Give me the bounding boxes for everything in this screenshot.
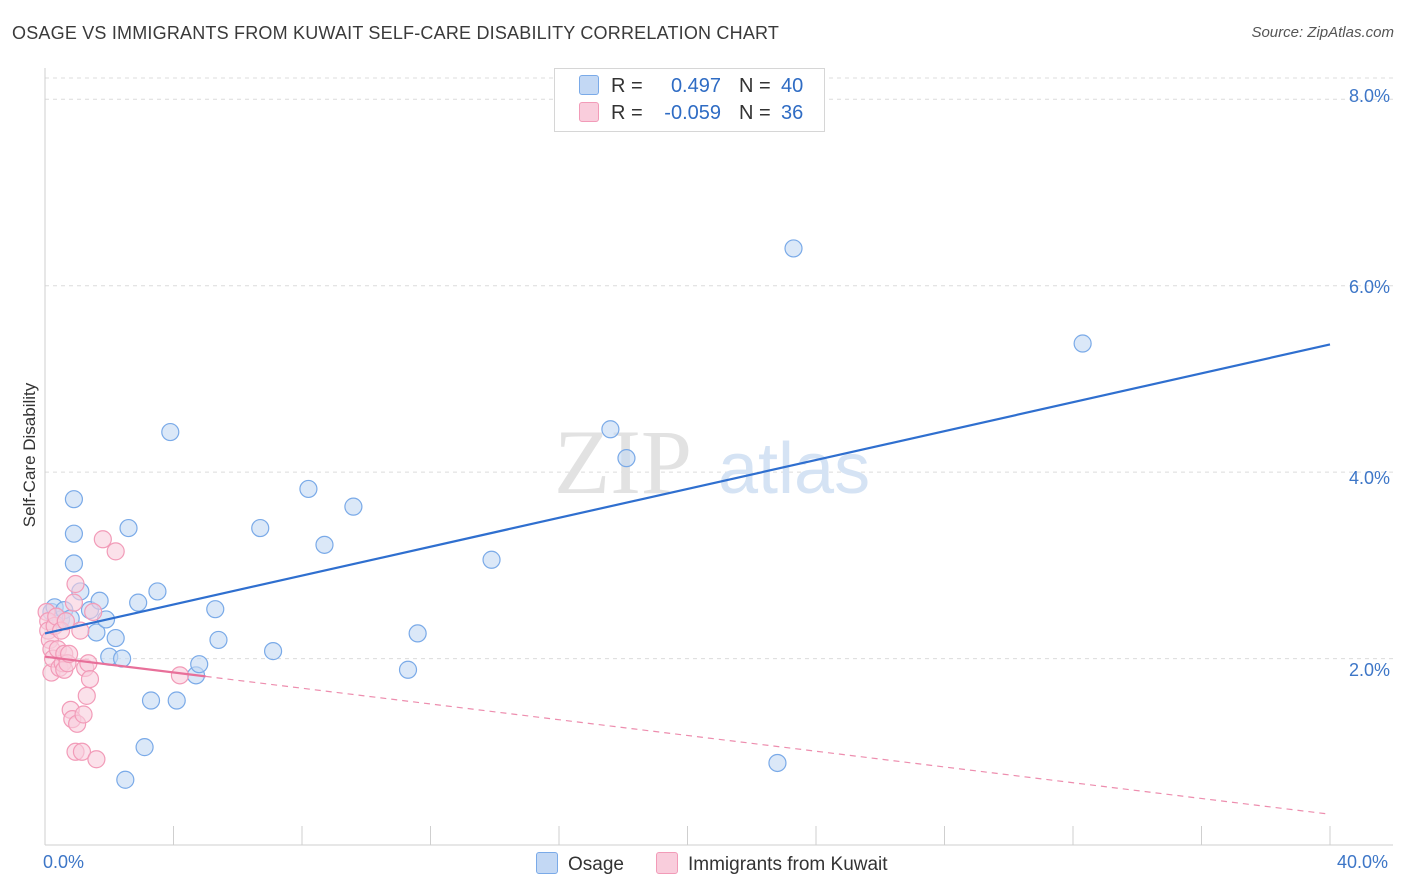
osage-point [408,624,427,643]
legend-label-kuwait: Immigrants from Kuwait [688,854,888,875]
kuwait-trend-line-solid [44,655,206,678]
chart-title: OSAGE VS IMMIGRANTS FROM KUWAIT SELF-CAR… [12,23,780,43]
source-label: Source: ZipAtlas.com [1251,24,1394,41]
osage-point [482,550,501,569]
r-value: 0.497 [670,75,721,97]
y-tick-label-2: 2.0% [1349,660,1391,680]
osage-point [398,660,418,679]
y-tick-label-8: 8.0% [1349,86,1391,106]
r-label: R = [611,102,643,124]
osage-point [129,593,148,612]
osage-point [116,770,135,789]
osage-legend-swatch [536,852,558,874]
kuwait-point [80,669,100,689]
legend-item-osage: Osage [536,852,624,876]
kuwait-point [77,686,96,705]
kuwait-point [72,742,92,761]
kuwait-point [66,574,85,594]
osage-point [64,490,84,509]
osage-point [209,630,228,650]
osage-point [148,582,167,601]
y-axis-label: Self-Care Disability [20,382,39,528]
kuwait-point [84,602,103,622]
osage-point [251,518,270,538]
n-value: 36 [781,102,804,124]
osage-point [190,655,209,674]
n-label: N = [739,102,771,124]
kuwait-swatch [579,102,599,122]
kuwait-legend-swatch [656,852,678,874]
stats-row-osage: R = 0.497 N = 40 [579,75,803,99]
osage-point [206,600,225,619]
kuwait-point [106,542,125,561]
stats-legend: R = 0.497 N = 40 R = -0.059 N = 36 [554,68,825,132]
legend-label-osage: Osage [568,854,624,875]
watermark-atlas: atlas [718,429,870,509]
kuwait-trend-line-dashed [205,675,1331,815]
osage-point [315,535,334,554]
y-tick-label-6: 6.0% [1349,277,1391,297]
r-value: -0.059 [664,102,721,124]
trend-layer [44,343,1331,815]
osage-point [768,753,787,773]
osage-point [167,691,186,710]
points-layer [37,239,1092,789]
n-value: 40 [781,75,804,97]
osage-point [344,497,363,516]
legend-item-kuwait: Immigrants from Kuwait [656,852,888,876]
osage-swatch [579,75,599,95]
axes [44,68,1393,846]
osage-trend-line [44,343,1331,635]
gridlines [45,77,1393,660]
osage-point [106,628,125,648]
osage-point [64,554,84,573]
kuwait-point [93,530,112,549]
osage-point [119,518,138,538]
kuwait-point [87,750,106,769]
x-tick-label-max: 40.0% [1337,852,1389,872]
n-label: N = [739,75,771,97]
osage-point [141,691,161,710]
osage-point [1073,334,1092,353]
x-tick-label-min: 0.0% [43,852,85,872]
osage-point [161,422,180,442]
y-tick-label-4: 4.0% [1349,468,1391,488]
kuwait-point [64,593,84,612]
osage-point [135,738,154,757]
r-label: R = [611,75,643,97]
kuwait-point [170,666,190,685]
osage-point [617,449,636,468]
osage-point [263,642,283,661]
osage-point [64,524,84,543]
stats-row-kuwait: R = -0.059 N = 36 [579,102,803,126]
kuwait-point [74,705,93,724]
osage-point [601,420,620,439]
osage-point [784,239,803,258]
osage-point [299,479,318,499]
